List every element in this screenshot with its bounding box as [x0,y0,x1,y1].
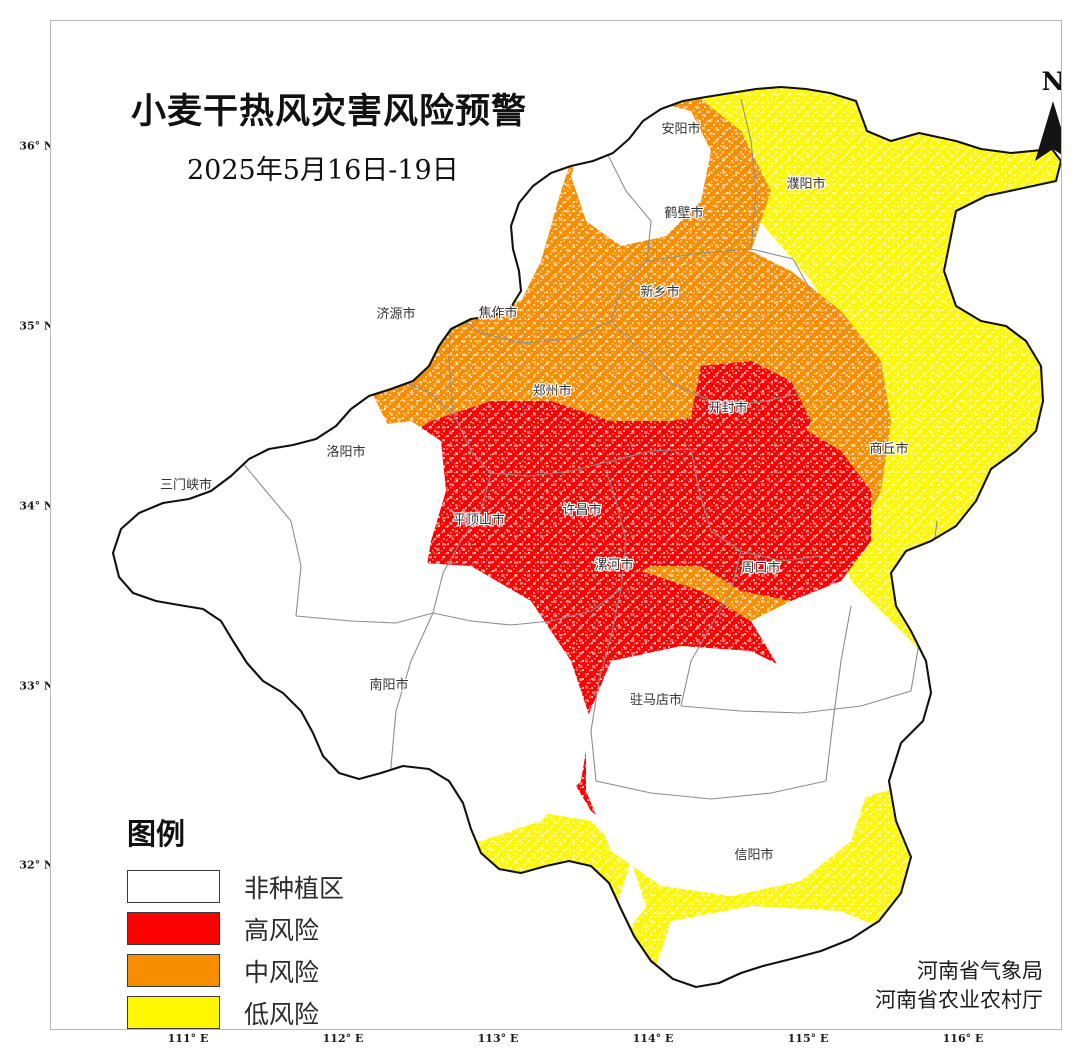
page-title: 小麦干热风灾害风险预警 [131,92,528,132]
city-label-平顶山市: 平顶山市 [453,512,505,528]
city-label-驻马店市: 驻马店市 [630,692,682,708]
latitude-tick-32: 32° N [19,858,54,872]
city-label-洛阳市: 洛阳市 [326,444,365,460]
latitude-tick-36: 36° N [19,139,54,153]
legend-items: 非种植区高风险中风险低风险 [127,867,344,1029]
latitude-tick-33: 33° N [19,679,54,693]
north-arrow: N [1026,69,1061,165]
city-label-新乡市: 新乡市 [640,284,679,300]
city-label-许昌市: 许昌市 [562,502,601,518]
date-range-subtitle: 2025年5月16日-19日 [187,155,459,186]
longitude-tick-113: 113° E [477,1032,519,1045]
latitude-tick-34: 34° N [19,499,54,513]
legend-label: 低风险 [244,999,320,1029]
legend: 图例 非种植区高风险中风险低风险 [127,811,344,1029]
city-label-鹤壁市: 鹤壁市 [664,205,703,221]
city-label-漯河市: 漯河市 [594,557,633,573]
legend-swatch [127,954,220,987]
legend-item[interactable]: 高风险 [127,909,344,948]
north-arrow-icon [1035,101,1061,161]
legend-swatch [127,996,220,1029]
title-block: 小麦干热风灾害风险预警 2025年5月16日-19日 [131,83,527,187]
latitude-tick-35: 35° N [19,319,54,333]
longitude-tick-115: 115° E [787,1032,829,1045]
legend-item[interactable]: 低风险 [127,993,344,1029]
attribution-line-1: 河南省气象局 [917,959,1043,983]
legend-title: 图例 [127,817,186,851]
city-label-开封市: 开封市 [708,400,747,416]
city-label-焦作市: 焦作市 [478,305,517,321]
legend-swatch [127,870,220,903]
north-label: N [1026,69,1061,95]
legend-swatch [127,912,220,945]
city-label-信阳市: 信阳市 [734,847,773,863]
city-label-周口市: 周口市 [741,560,780,576]
longitude-tick-111: 111° E [167,1032,209,1045]
city-label-济源市: 济源市 [376,306,415,322]
attribution-line-2: 河南省农业农村厅 [875,988,1043,1012]
legend-item[interactable]: 非种植区 [127,867,344,906]
city-label-郑州市: 郑州市 [532,383,571,399]
prefecture-boundaries [240,98,938,822]
city-label-三门峡市: 三门峡市 [160,477,212,493]
city-label-濮阳市: 濮阳市 [786,176,825,192]
attribution: 河南省气象局 河南省农业农村厅 [875,957,1043,1015]
city-label-安阳市: 安阳市 [661,121,700,137]
map-frame[interactable]: 安阳市濮阳市鹤壁市新乡市济源市 焦作市郑州市开封市商丘市 洛阳市三门峡市平顶山市 许昌… [50,20,1062,1030]
legend-item[interactable]: 中风险 [127,951,344,990]
legend-label: 中风险 [244,957,320,987]
province-boundary [111,85,1061,989]
longitude-tick-114: 114° E [632,1032,674,1045]
legend-label: 高风险 [244,915,320,945]
city-label-商丘市: 商丘市 [869,441,908,457]
longitude-tick-112: 112° E [322,1032,364,1045]
legend-label: 非种植区 [244,873,345,903]
longitude-tick-116: 116° E [942,1032,984,1045]
city-label-南阳市: 南阳市 [369,677,408,693]
